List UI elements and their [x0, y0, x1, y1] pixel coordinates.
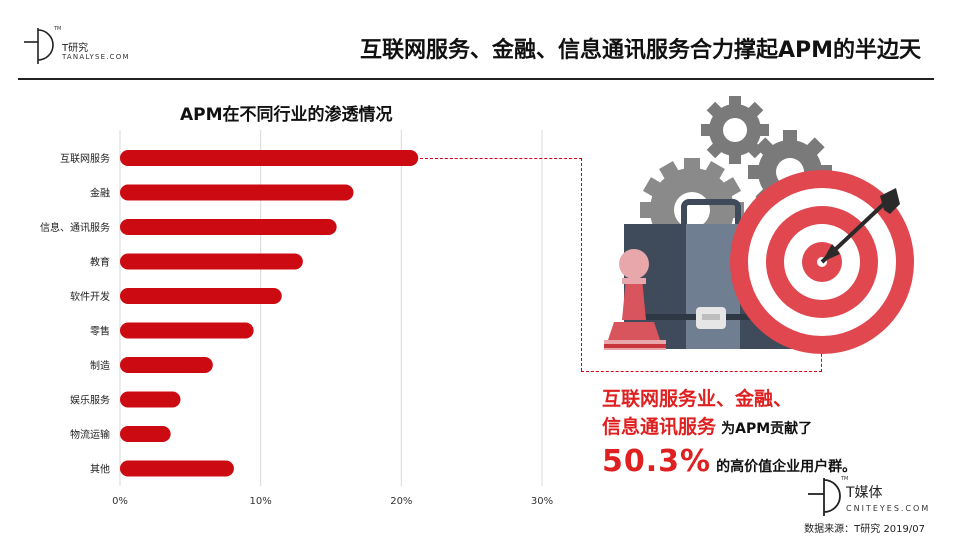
bar	[120, 322, 254, 339]
arrow-icon	[820, 188, 900, 264]
bar	[120, 460, 234, 477]
category-label: 金融	[90, 187, 110, 200]
bar-chart: 0% 10% 20% 30% 互联网服务金融信息、通讯服务教育软件开发零售制造娱乐服务物…	[40, 130, 553, 507]
callout-text: 的高价值企业用户群。	[716, 459, 857, 475]
chart-title: APM在不同行业的渗透情况	[180, 105, 393, 125]
leader-line	[420, 158, 582, 159]
callout-line-1: 互联网服务业、金融、	[602, 384, 856, 412]
category-label: 互联网服务	[60, 152, 110, 165]
x-tick-label: 30%	[531, 496, 553, 507]
logo-mark-icon	[24, 28, 54, 64]
bar	[120, 391, 181, 408]
brand-tm-mark: TM	[841, 476, 849, 482]
category-label: 娱乐服务	[70, 394, 110, 407]
title-divider	[18, 78, 934, 80]
bar	[120, 426, 171, 442]
category-label: 信息、通讯服务	[40, 221, 110, 234]
category-label: 软件开发	[70, 290, 110, 303]
bar	[120, 253, 303, 270]
bar	[120, 219, 337, 235]
x-tick-label: 10%	[250, 496, 272, 507]
category-label: 零售	[90, 325, 110, 338]
logo-mark-icon	[808, 478, 841, 516]
callout-highlight: 互联网服务业、金融、	[602, 388, 793, 410]
data-source: 数据来源：T研究 2019/07	[804, 524, 925, 535]
gear-icon	[701, 96, 769, 164]
callout-text: 为APM贡献了	[721, 421, 813, 437]
x-tick-label: 20%	[390, 496, 412, 507]
callout-percent: 50.3%	[602, 444, 712, 479]
bar	[120, 184, 354, 201]
x-tick-label: 0%	[112, 496, 128, 507]
callout-highlight: 信息通讯服务	[602, 416, 717, 438]
brand-tm-mark: TM	[54, 26, 62, 32]
bar	[120, 150, 419, 166]
bar	[120, 288, 282, 304]
brand-logo-bottom: TM T媒体 CNITEYES.COM	[806, 474, 956, 524]
category-label: 物流运输	[70, 428, 110, 441]
brand-logo-top: TM T研究 TANALYSE.COM	[22, 24, 142, 68]
callout-line-3: 50.3% 的高价值企业用户群。	[602, 444, 856, 484]
category-label: 教育	[90, 256, 110, 269]
brand-name-cn: T媒体	[846, 485, 883, 501]
bar	[120, 357, 213, 373]
brand-name-en: TANALYSE.COM	[62, 53, 130, 61]
callout-line-2: 信息通讯服务 为APM贡献了	[602, 412, 856, 440]
category-label: 其他	[90, 463, 110, 476]
leader-line	[581, 158, 582, 371]
insight-callout: 互联网服务业、金融、 信息通讯服务 为APM贡献了 50.3% 的高价值企业用户…	[602, 384, 856, 484]
brand-name-cn: T研究	[62, 43, 89, 54]
brand-name-en: CNITEYES.COM	[846, 504, 931, 513]
category-label: 制造	[90, 359, 110, 372]
business-illustration	[604, 96, 914, 354]
page-title: 互联网服务、金融、信息通讯服务合力撑起APM的半边天	[359, 38, 921, 63]
chess-pawn-icon	[604, 249, 666, 350]
leader-line	[581, 371, 822, 372]
